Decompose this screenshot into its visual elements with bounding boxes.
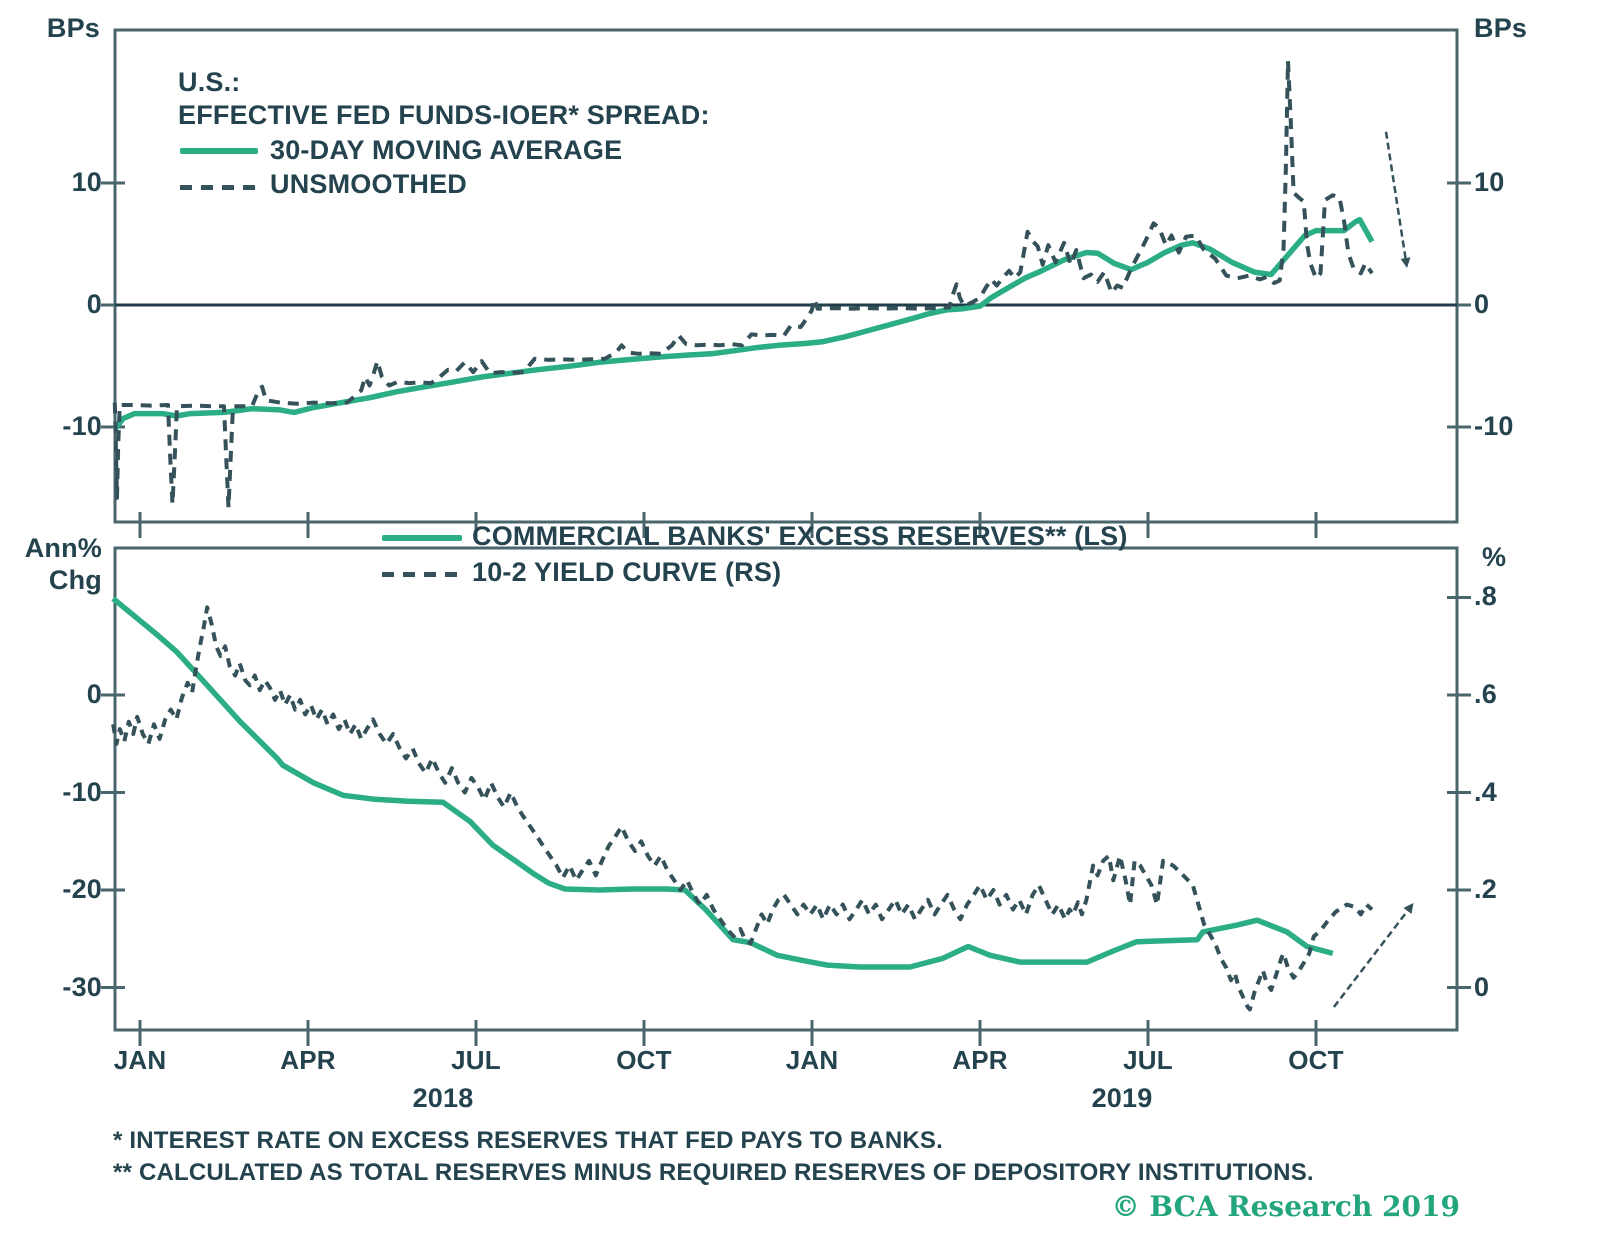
yield-curve-legend-swatch xyxy=(382,572,462,577)
bottom-left-tick-0: 0 xyxy=(86,679,102,709)
top-right-axis-unit: BPs xyxy=(1474,13,1528,43)
bottom-left-axis-unit-line1: Ann% xyxy=(24,533,102,563)
year-label-2019: 2019 xyxy=(1091,1083,1153,1113)
footnote-ioer: * INTEREST RATE ON EXCESS RESERVES THAT … xyxy=(113,1127,943,1154)
reserves-legend-label: COMMERCIAL BANKS' EXCESS RESERVES** (LS) xyxy=(472,521,1128,551)
excess-reserves-line xyxy=(111,596,1334,970)
reserves-legend-swatch xyxy=(382,535,462,541)
top-right-tick-neg10: -10 xyxy=(1474,411,1514,441)
year-label-2018: 2018 xyxy=(412,1083,474,1113)
bottom-right-axis-unit: % xyxy=(1482,542,1507,572)
bottom-left-tick-neg30: -30 xyxy=(62,972,102,1002)
x-tick-jan-2019: JAN xyxy=(785,1045,839,1075)
x-tick-oct-2019: OCT xyxy=(1288,1045,1344,1075)
top-left-tick-neg10: -10 xyxy=(62,411,102,441)
top-left-tick-10: 10 xyxy=(71,167,102,197)
chart-title-line2: EFFECTIVE FED FUNDS-IOER* SPREAD: xyxy=(178,100,710,130)
x-tick-apr-2019: APR xyxy=(952,1045,1008,1075)
effr-ioer-spread-30d-ma-line xyxy=(112,216,1375,432)
x-tick-jul-2018: JUL xyxy=(451,1045,501,1075)
top-right-tick-0: 0 xyxy=(1474,289,1490,319)
top-left-axis-unit: BPs xyxy=(46,13,100,43)
bottom-right-tick-0: 0 xyxy=(1474,972,1490,1002)
bca-research-copyright: © BCA Research 2019 xyxy=(1111,1190,1460,1223)
bottom-right-tick-06: .6 xyxy=(1474,679,1497,709)
x-tick-jul-2019: JUL xyxy=(1123,1045,1173,1075)
bottom-right-tick-02: .2 xyxy=(1474,874,1497,904)
bottom-left-tick-neg10: -10 xyxy=(62,777,102,807)
up-arrow xyxy=(1332,903,1414,1008)
yield-curve-legend-label: 10-2 YIELD CURVE (RS) xyxy=(472,557,782,587)
unsmoothed-legend-swatch xyxy=(180,185,258,190)
top-right-tick-10: 10 xyxy=(1474,167,1505,197)
bottom-right-tick-08: .8 xyxy=(1474,581,1497,611)
unsmoothed-legend-label: UNSMOOTHED xyxy=(270,169,467,199)
bottom-panel-frame xyxy=(113,546,1459,1032)
chart-title-line1: U.S.: xyxy=(178,67,241,97)
bottom-right-tick-04: .4 xyxy=(1474,777,1497,807)
yield-curve-line xyxy=(111,605,1374,1012)
x-tick-jan-2018: JAN xyxy=(113,1045,167,1075)
top-panel-frame xyxy=(113,28,1459,524)
bottom-left-axis-unit-line2: Chg xyxy=(48,565,102,595)
ma-legend-label: 30-DAY MOVING AVERAGE xyxy=(270,135,623,165)
bottom-left-tick-neg20: -20 xyxy=(62,874,102,904)
footnote-reserves: ** CALCULATED AS TOTAL RESERVES MINUS RE… xyxy=(113,1159,1314,1186)
x-tick-oct-2018: OCT xyxy=(616,1045,672,1075)
top-left-tick-0: 0 xyxy=(86,289,102,319)
ma-legend-swatch xyxy=(180,148,258,154)
x-tick-apr-2018: APR xyxy=(280,1045,336,1075)
down-arrow xyxy=(1384,131,1411,268)
